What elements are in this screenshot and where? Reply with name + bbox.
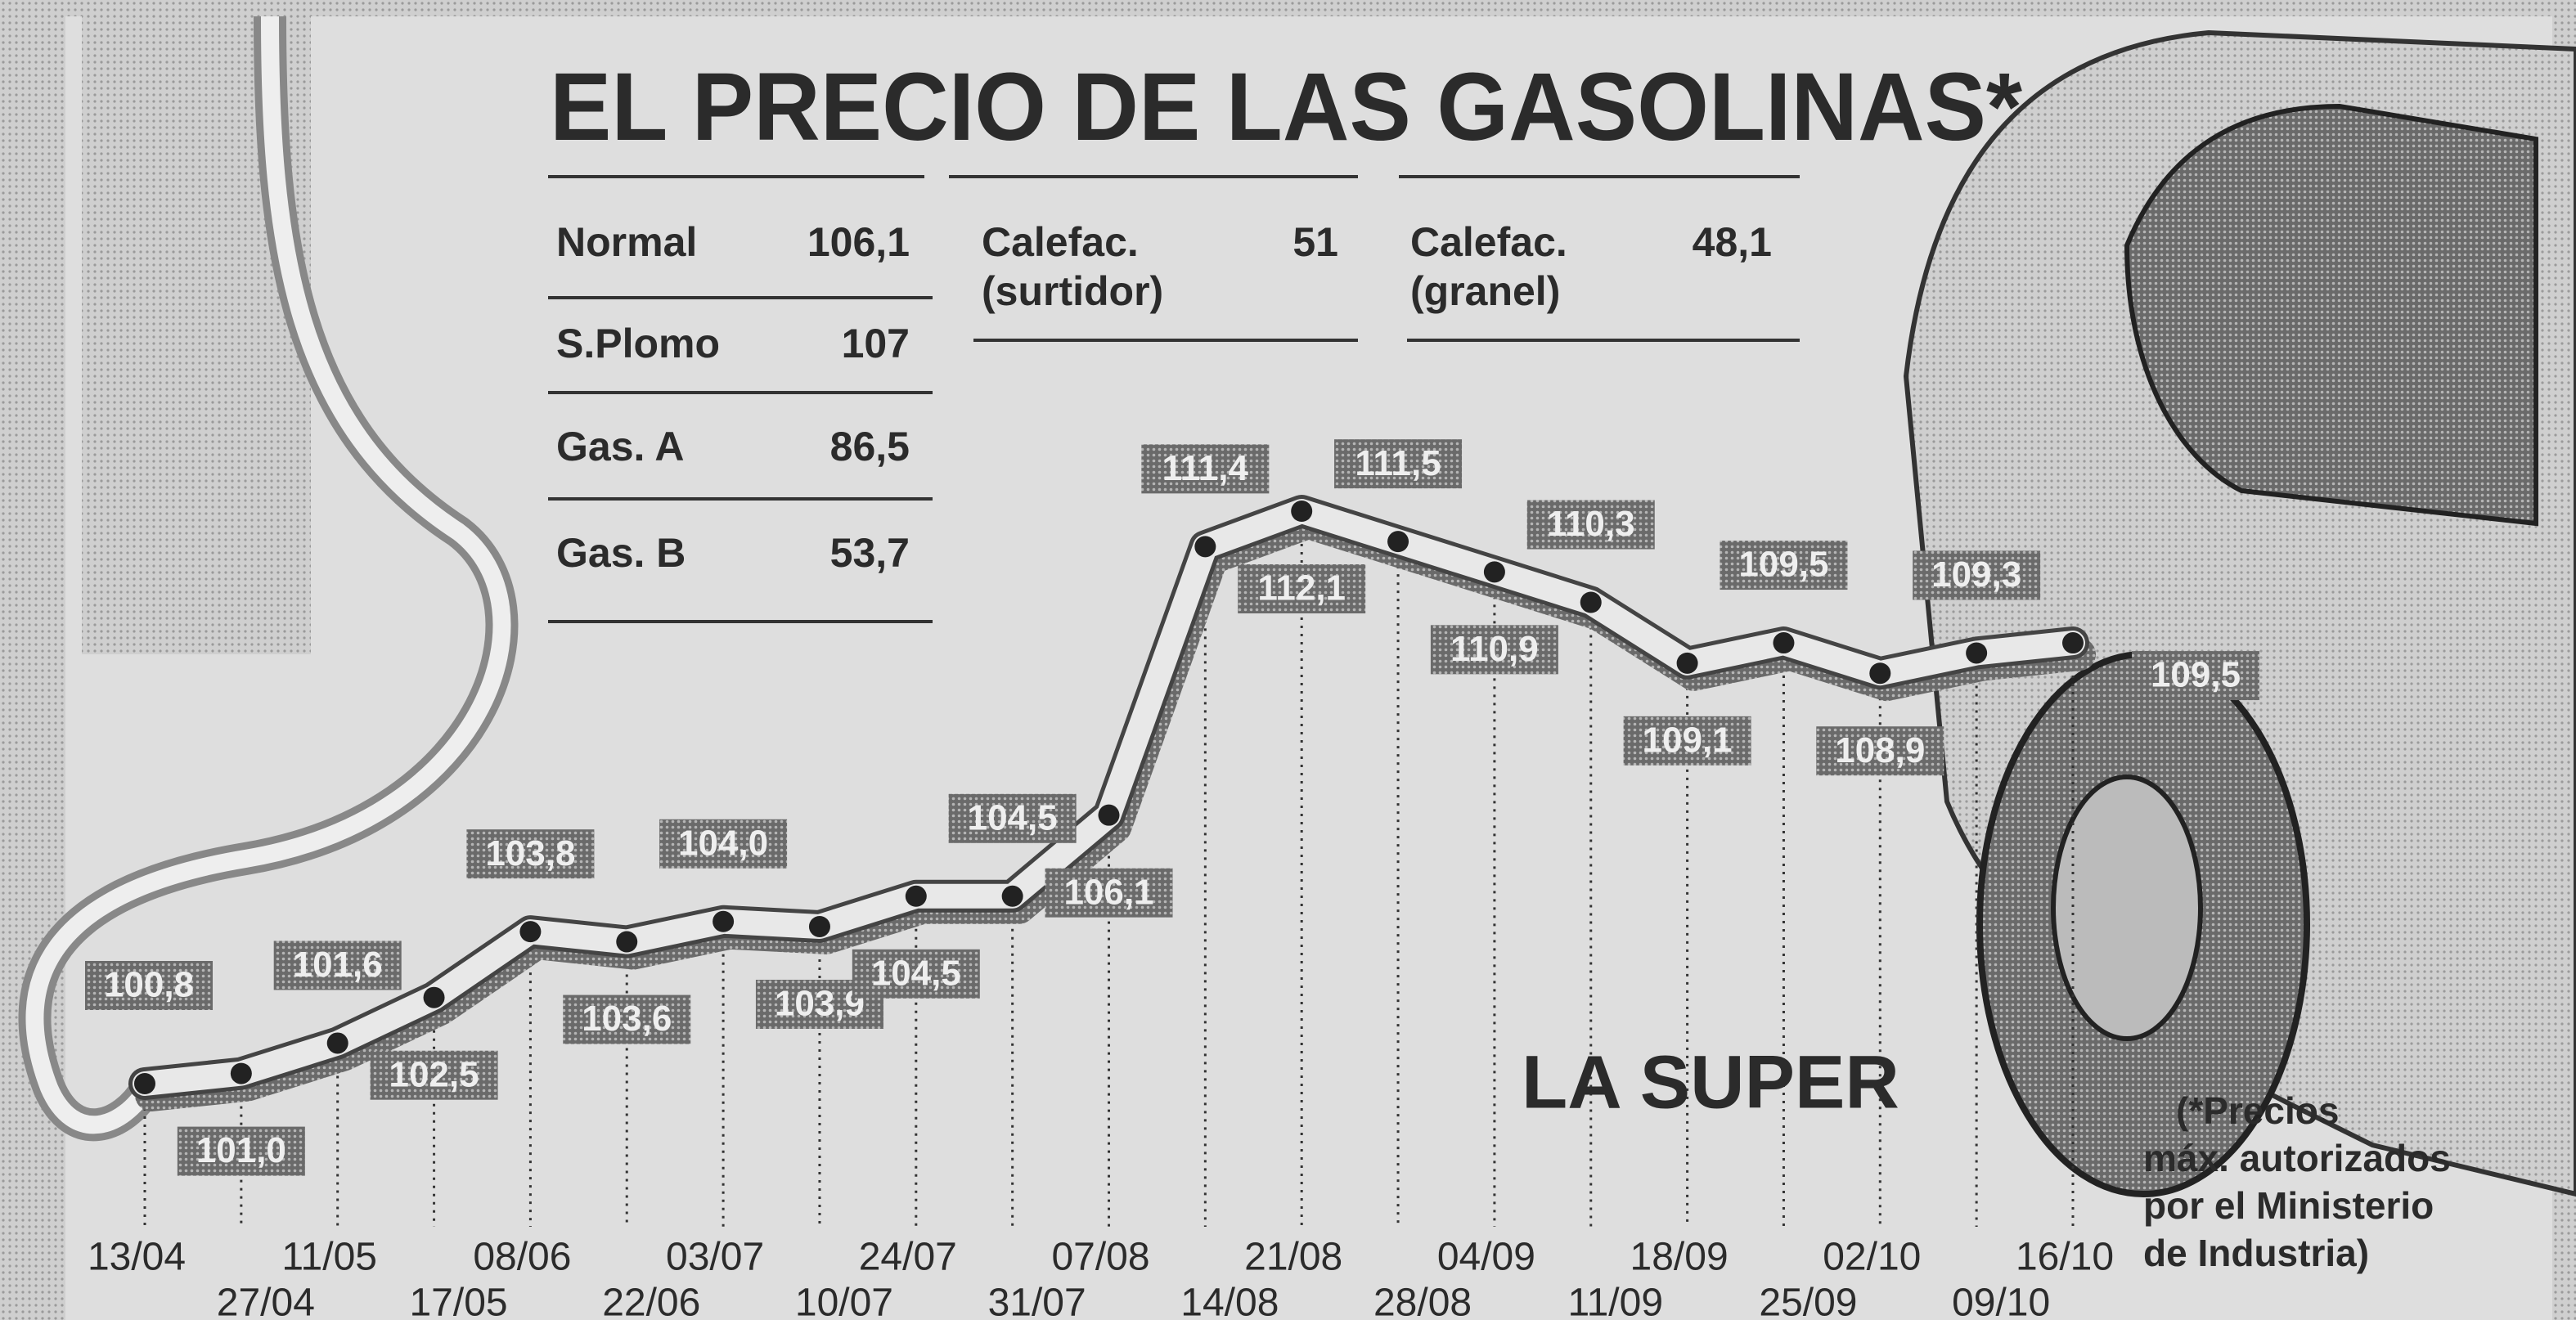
x-tick-label: 11/05 bbox=[281, 1236, 377, 1279]
point bbox=[134, 1073, 155, 1094]
chart: EL PRECIO DE LAS GASOLINAS* Normal 106,1 S… bbox=[0, 0, 2576, 1320]
price-label: (granel) bbox=[1410, 268, 1560, 314]
point bbox=[1387, 531, 1409, 552]
value-label: 104,0 bbox=[678, 823, 768, 863]
value-label: 111,4 bbox=[1162, 448, 1249, 488]
x-tick-label: 09/10 bbox=[1952, 1282, 2050, 1320]
x-tick-label: 18/09 bbox=[1630, 1236, 1729, 1279]
point bbox=[1194, 536, 1216, 557]
point bbox=[906, 886, 927, 907]
value-label: 101,6 bbox=[293, 945, 383, 985]
value-label: 112,1 bbox=[1257, 568, 1346, 608]
point bbox=[231, 1063, 252, 1084]
point bbox=[327, 1032, 348, 1053]
price-label: Calefac. bbox=[1410, 219, 1567, 265]
x-tick-label: 16/10 bbox=[2016, 1236, 2114, 1279]
x-tick-label: 04/09 bbox=[1437, 1236, 1535, 1279]
value-label: 104,5 bbox=[968, 797, 1058, 837]
chart-title: EL PRECIO DE LAS GASOLINAS* bbox=[550, 53, 2022, 161]
point bbox=[1773, 632, 1794, 653]
x-tick-label: 27/04 bbox=[217, 1282, 315, 1320]
value-label: 106,1 bbox=[1063, 872, 1153, 912]
point bbox=[616, 932, 637, 953]
point bbox=[1002, 886, 1023, 907]
x-tick-label: 31/07 bbox=[988, 1282, 1086, 1320]
value-label: 104,5 bbox=[871, 953, 961, 993]
x-tick-label: 03/07 bbox=[666, 1236, 764, 1279]
value-label: 103,9 bbox=[775, 984, 865, 1024]
price-label: S.Plomo bbox=[556, 321, 720, 366]
value-label: 101,0 bbox=[196, 1130, 286, 1170]
point bbox=[519, 921, 541, 942]
x-tick-label: 25/09 bbox=[1759, 1282, 1857, 1320]
annotation: LA SUPER bbox=[1522, 1040, 1899, 1124]
x-tick-label: 13/04 bbox=[88, 1236, 186, 1279]
footnote-line: máx. autorizados bbox=[2143, 1137, 2451, 1179]
price-label: Calefac. bbox=[982, 219, 1139, 265]
price-label: Normal bbox=[556, 219, 697, 265]
x-tick-label: 22/06 bbox=[602, 1282, 700, 1320]
price-value: 107 bbox=[842, 321, 910, 366]
x-tick-label: 17/05 bbox=[409, 1282, 507, 1320]
value-label: 109,5 bbox=[1738, 545, 1828, 585]
value-label: 111,5 bbox=[1355, 443, 1441, 483]
page: EL PRECIO DE LAS GASOLINAS* Normal 106,1 S… bbox=[0, 0, 2576, 1320]
value-label: 109,3 bbox=[1931, 554, 2021, 595]
point bbox=[1869, 662, 1890, 684]
price-value: 51 bbox=[1292, 219, 1338, 265]
point bbox=[809, 916, 830, 937]
x-tick-label: 07/08 bbox=[1051, 1236, 1149, 1279]
value-label: 109,5 bbox=[2151, 655, 2241, 695]
x-tick-label: 24/07 bbox=[859, 1236, 957, 1279]
price-label: (surtidor) bbox=[982, 268, 1163, 314]
price-value: 53,7 bbox=[830, 530, 910, 576]
footnote-line: de Industria) bbox=[2143, 1232, 2369, 1274]
value-label: 103,6 bbox=[582, 999, 672, 1039]
x-tick-label: 10/07 bbox=[795, 1282, 893, 1320]
price-value: 106,1 bbox=[807, 219, 910, 265]
value-label: 108,9 bbox=[1835, 730, 1925, 770]
point bbox=[713, 911, 734, 932]
value-label: 110,9 bbox=[1450, 629, 1539, 669]
value-label: 100,8 bbox=[104, 965, 194, 1005]
x-tick-label: 28/08 bbox=[1373, 1282, 1472, 1320]
value-label: 109,1 bbox=[1643, 720, 1733, 760]
point bbox=[1291, 501, 1312, 522]
value-label: 103,8 bbox=[485, 833, 575, 873]
point bbox=[1580, 592, 1602, 613]
price-value: 48,1 bbox=[1693, 219, 1772, 265]
x-tick-label: 11/09 bbox=[1567, 1282, 1663, 1320]
footnote-line: (*Precios bbox=[2176, 1089, 2339, 1132]
footnote-line: por el Ministerio bbox=[2143, 1184, 2434, 1227]
point bbox=[1484, 561, 1505, 582]
point bbox=[1677, 653, 1698, 674]
x-tick-label: 21/08 bbox=[1244, 1236, 1342, 1279]
point bbox=[1966, 642, 1987, 663]
car-hub bbox=[2053, 777, 2201, 1039]
point bbox=[2062, 632, 2084, 653]
point bbox=[1099, 805, 1120, 826]
point bbox=[424, 987, 445, 1008]
x-tick-label: 14/08 bbox=[1180, 1282, 1279, 1320]
price-label: Gas. B bbox=[556, 530, 686, 576]
x-tick-label: 02/10 bbox=[1823, 1236, 1921, 1279]
x-tick-label: 08/06 bbox=[473, 1236, 571, 1279]
price-label: Gas. A bbox=[556, 424, 685, 469]
value-label: 102,5 bbox=[389, 1054, 479, 1094]
price-value: 86,5 bbox=[830, 424, 910, 469]
value-label: 110,3 bbox=[1547, 504, 1635, 544]
